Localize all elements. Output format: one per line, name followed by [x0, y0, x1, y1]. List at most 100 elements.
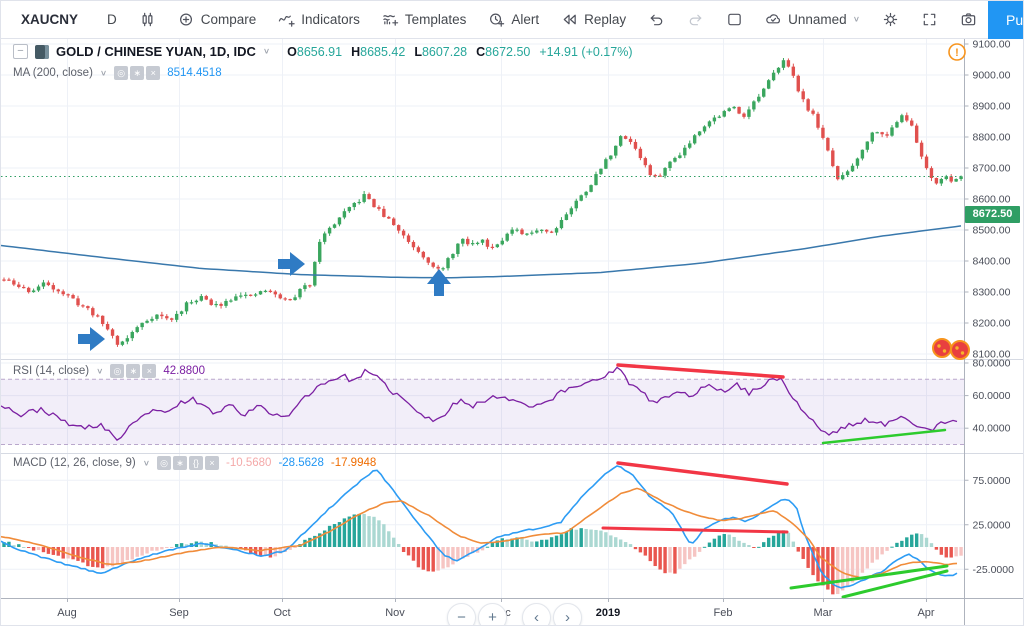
red-circle-marker-1[interactable] [932, 338, 952, 358]
axis-label: ! [955, 47, 959, 59]
symbol-title[interactable]: GOLD / CHINESE YUAN, 1D, IDC [56, 44, 256, 59]
templates-label: Templates [404, 12, 467, 27]
macd-line-value: -28.5628 [278, 457, 324, 469]
replay-button[interactable]: Replay [550, 1, 637, 39]
source-code-button[interactable]: {} [189, 456, 204, 470]
chart-canvas[interactable]: 9100.00 9000.00 8900.00 8800.00 8700.00 8600.… [1, 39, 1024, 626]
indicator-settings-button[interactable]: ∗ [126, 364, 141, 378]
price-axis-strip[interactable] [964, 39, 1024, 626]
symbol-button[interactable]: XAUCNY [21, 12, 79, 27]
snapshot-button[interactable] [949, 1, 988, 39]
chevron-down-icon[interactable]: ∨ [262, 47, 271, 56]
axis-label: 8600.00 [973, 194, 1011, 206]
templates-icon [383, 15, 399, 26]
chevron-down-icon[interactable]: ∨ [96, 366, 104, 376]
axis-label: -25.0000 [973, 564, 1015, 576]
blue-arrow-annotation-1[interactable] [78, 327, 105, 351]
save-layout-button[interactable]: Unnamed ∨ [754, 1, 871, 39]
macd-line [1, 465, 958, 589]
collapse-legend-button[interactable]: − [13, 44, 28, 59]
remove-indicator-button[interactable]: × [142, 364, 157, 378]
alert-label: Alert [511, 12, 540, 27]
warning-icon[interactable]: ! [948, 43, 966, 61]
trendline-green-5[interactable] [789, 564, 949, 590]
redo-button[interactable] [676, 1, 715, 39]
axis-label: 8800.00 [973, 132, 1011, 144]
indicator-settings-button[interactable]: ∗ [130, 66, 145, 80]
trendline-green-6[interactable] [841, 569, 949, 599]
alert-button[interactable]: Alert [477, 1, 550, 39]
hide-indicator-button[interactable]: ◎ [110, 364, 125, 378]
blue-arrow-annotation-3[interactable] [427, 269, 451, 296]
indicators-button[interactable]: Indicators [267, 1, 371, 39]
replay-label: Replay [584, 12, 627, 27]
axis-label: 60.0000 [973, 390, 1011, 402]
last-price-badge[interactable]: 8672.50 [965, 206, 1020, 223]
time-axis-strip[interactable] [1, 598, 1024, 626]
macd-legend: MACD (12, 26, close, 9) ∨ ◎ ∗ {} × -10.5… [13, 456, 376, 470]
layout-button[interactable] [715, 1, 754, 39]
red-circle-marker-2[interactable] [950, 340, 970, 360]
remove-indicator-button[interactable]: × [205, 456, 220, 470]
axis-label: Aug [57, 607, 77, 619]
ma-200-line [1, 225, 962, 279]
macd-histogram [2, 513, 963, 595]
undo-icon [650, 14, 663, 26]
zoom-in-button[interactable]: + [478, 603, 507, 625]
hide-indicator-button[interactable]: ◎ [157, 456, 172, 470]
hide-indicator-button[interactable]: ◎ [114, 66, 129, 80]
camera-icon [961, 13, 976, 26]
templates-button[interactable]: Templates [371, 1, 478, 39]
rsi-label[interactable]: RSI (14, close) [13, 365, 90, 377]
settings-button[interactable] [871, 1, 910, 39]
rsi-band [1, 379, 964, 445]
indicator-settings-button[interactable]: ∗ [173, 456, 188, 470]
trendline-red-1[interactable] [616, 363, 785, 379]
publish-button[interactable]: Publish [988, 1, 1023, 39]
trendline-red-4[interactable] [601, 526, 789, 534]
blue-arrow-annotation-2[interactable] [278, 252, 305, 276]
axis-label: 2019 [596, 607, 620, 619]
chevron-down-icon[interactable]: ∨ [142, 458, 151, 468]
main-series-legend: − GOLD / CHINESE YUAN, 1D, IDC ∨ O8656.9… [13, 44, 632, 59]
trendline-red-3[interactable] [616, 461, 789, 486]
interval-button[interactable]: D [107, 12, 117, 27]
chevron-down-icon[interactable]: ∨ [99, 68, 108, 78]
fullscreen-button[interactable] [910, 1, 949, 39]
axis-label: 8900.00 [973, 101, 1011, 113]
remove-indicator-button[interactable]: × [146, 66, 161, 80]
undo-button[interactable] [637, 1, 676, 39]
layout-icon [728, 13, 741, 26]
ohlc-values: O8656.91 H8685.42 L8607.28 C8672.50 +14.… [287, 45, 632, 59]
chart-style-button[interactable] [128, 1, 167, 39]
zoom-out-button[interactable]: − [447, 603, 476, 625]
compare-label: Compare [200, 12, 257, 27]
axis-label: 25.0000 [973, 519, 1011, 531]
axis-label: 9000.00 [973, 70, 1011, 82]
cloud-save-icon [766, 14, 781, 24]
ma-label[interactable]: MA (200, close) [13, 67, 93, 79]
scroll-right-button[interactable]: › [553, 603, 582, 625]
macd-signal-line [1, 487, 958, 580]
macd-hist-value: -10.5680 [226, 457, 272, 469]
indicators-label: Indicators [301, 12, 360, 27]
axis-label: Feb [714, 607, 733, 619]
open-value: O8656.91 [287, 44, 343, 59]
compare-button[interactable]: Compare [167, 1, 268, 39]
fullscreen-icon [923, 13, 936, 26]
candlestick-series [2, 58, 963, 347]
candles-icon [142, 12, 153, 27]
macd-label[interactable]: MACD (12, 26, close, 9) [13, 457, 136, 469]
trendline-green-2[interactable] [821, 428, 947, 445]
scroll-left-button[interactable]: ‹ [522, 603, 551, 625]
axis-label: 8500.00 [973, 225, 1011, 237]
axis-label: Apr [917, 607, 934, 619]
gridlines [1, 39, 964, 598]
rsi-value: 42.8800 [163, 365, 205, 377]
low-value: L8607.28 [414, 44, 468, 59]
chart-area[interactable]: 9100.00 9000.00 8900.00 8800.00 8700.00 8600.… [1, 39, 1024, 626]
axis-label: Nov [385, 607, 405, 619]
chevron-down-icon: ∨ [852, 15, 861, 24]
gear-icon [883, 12, 898, 27]
